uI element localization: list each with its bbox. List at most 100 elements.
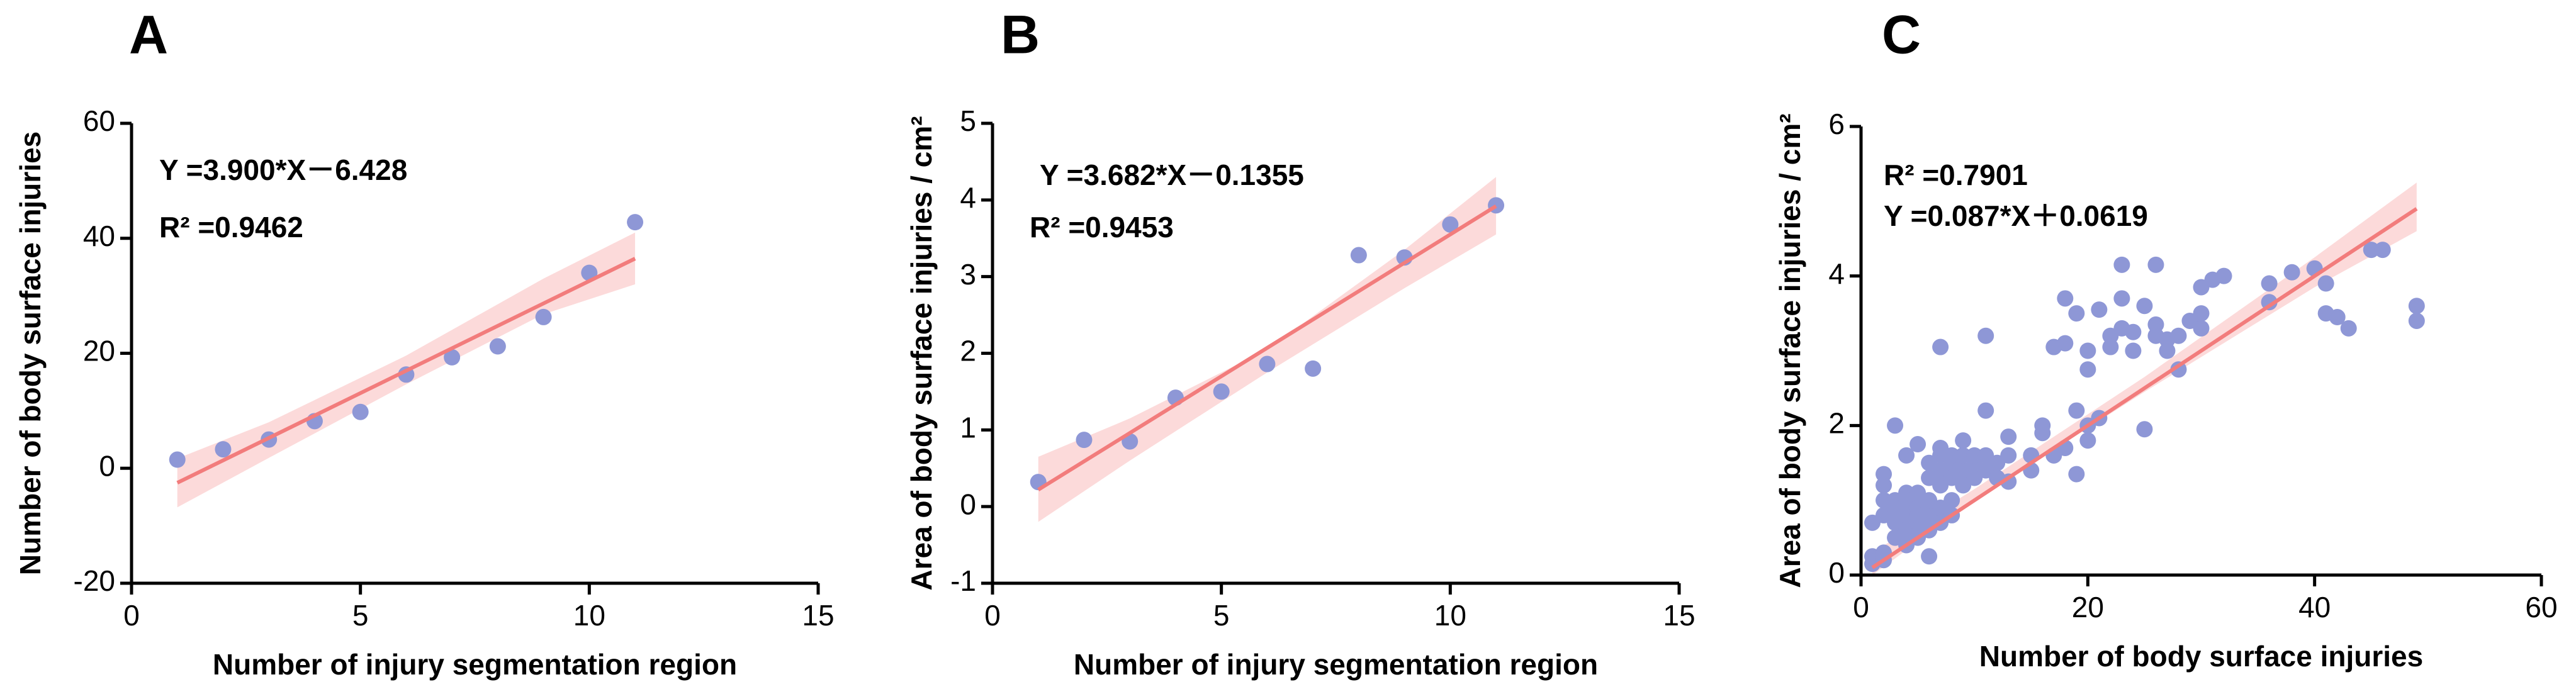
annotation: R² =0.7901 xyxy=(1884,159,2028,191)
data-point xyxy=(535,308,552,325)
y-tick-label: 5 xyxy=(960,104,976,137)
data-point xyxy=(1898,447,1915,464)
panel-label: A xyxy=(129,5,168,65)
data-point xyxy=(2000,447,2017,464)
x-tick-label: 40 xyxy=(2298,591,2331,624)
y-tick-label: 20 xyxy=(83,335,115,367)
y-tick-label: 4 xyxy=(960,181,976,214)
data-point xyxy=(2159,342,2176,359)
x-tick-label: 5 xyxy=(1213,599,1230,632)
x-tick-label: 15 xyxy=(1663,599,1695,632)
data-point xyxy=(1977,402,1994,419)
x-axis-title: Number of body surface injuries xyxy=(1979,640,2423,673)
annotation: Y =3.900*X－6.428 xyxy=(159,154,407,186)
data-point xyxy=(2034,417,2051,434)
data-point xyxy=(1876,477,1893,494)
data-point xyxy=(1305,360,1322,377)
data-point xyxy=(2113,256,2130,273)
data-point xyxy=(1943,447,1960,464)
data-point xyxy=(2340,320,2357,337)
y-tick-label: 2 xyxy=(960,335,976,367)
data-point xyxy=(169,451,186,468)
data-point xyxy=(2193,320,2210,337)
data-point xyxy=(1966,447,1983,464)
data-point xyxy=(2057,290,2074,307)
annotation: R² =0.9462 xyxy=(159,211,303,243)
x-tick-label: 0 xyxy=(984,599,1001,632)
x-tick-label: 15 xyxy=(802,599,834,632)
data-point xyxy=(2000,473,2017,490)
x-axis-title: Number of injury segmentation region xyxy=(213,648,737,681)
data-point xyxy=(2125,323,2142,340)
data-point xyxy=(2057,335,2074,352)
data-point xyxy=(1898,484,1915,501)
y-tick-label: 0 xyxy=(960,488,976,520)
data-point xyxy=(1876,466,1893,483)
data-point xyxy=(627,214,644,231)
x-tick-label: 10 xyxy=(1434,599,1466,632)
data-point xyxy=(2079,342,2096,359)
annotation: R² =0.9453 xyxy=(1030,211,1174,243)
data-point xyxy=(2068,305,2085,322)
annotation: Y =3.682*X－0.1355 xyxy=(1040,159,1304,191)
x-tick-label: 5 xyxy=(352,599,369,632)
y-tick-label: -20 xyxy=(74,564,115,597)
fit-line xyxy=(1871,207,2418,569)
data-point xyxy=(2136,298,2153,315)
y-tick-label: 60 xyxy=(83,104,115,137)
data-point xyxy=(1910,436,1926,453)
data-point xyxy=(2147,256,2164,273)
data-point xyxy=(2147,316,2164,333)
data-point xyxy=(1977,327,1994,344)
data-point xyxy=(444,349,461,366)
confidence-band xyxy=(1038,177,1497,522)
data-point xyxy=(2068,466,2085,483)
data-point xyxy=(352,403,369,420)
data-point xyxy=(2261,275,2278,292)
data-point xyxy=(215,441,232,458)
y-tick-label: 3 xyxy=(960,258,976,291)
data-point xyxy=(1910,506,1926,523)
data-point xyxy=(1213,383,1230,400)
data-point xyxy=(1887,417,1904,434)
panel-label: B xyxy=(1001,5,1040,65)
data-point xyxy=(1943,492,1960,509)
data-point xyxy=(1887,506,1904,523)
data-point xyxy=(581,264,598,281)
data-point xyxy=(2000,428,2017,445)
data-point xyxy=(2193,305,2210,322)
x-tick-label: 20 xyxy=(2072,591,2104,624)
x-tick-label: 0 xyxy=(1853,591,1869,624)
y-axis-title: Area of body surface injuries / cm² xyxy=(1774,113,1806,588)
data-point xyxy=(1921,548,1938,565)
y-tick-label: 4 xyxy=(1828,257,1845,290)
x-tick-label: 0 xyxy=(123,599,140,632)
data-point xyxy=(1076,432,1093,449)
data-point xyxy=(2374,242,2391,259)
data-point xyxy=(2125,342,2142,359)
fit-line xyxy=(1037,204,1497,491)
data-point xyxy=(2261,294,2278,311)
y-tick-label: 6 xyxy=(1828,108,1845,140)
y-tick-label: 0 xyxy=(99,449,115,482)
data-point xyxy=(2068,402,2085,419)
x-tick-label: 60 xyxy=(2525,591,2557,624)
data-point xyxy=(1350,247,1367,264)
panel-label: C xyxy=(1882,5,1921,65)
data-point xyxy=(2091,301,2108,318)
data-point xyxy=(2079,361,2096,378)
data-point xyxy=(2170,361,2187,378)
data-point xyxy=(2283,264,2300,281)
data-point xyxy=(1955,432,1972,449)
annotation: Y =0.087*X＋0.0619 xyxy=(1884,199,2148,232)
x-axis-title: Number of injury segmentation region xyxy=(1074,648,1598,681)
data-point xyxy=(1259,355,1276,372)
data-point xyxy=(1932,338,1949,355)
data-point xyxy=(489,338,506,355)
y-axis-title: Area of body surface injuries / cm² xyxy=(905,116,938,590)
y-axis-title: Number of body surface injuries xyxy=(14,131,47,575)
data-point xyxy=(2113,290,2130,307)
fit-line xyxy=(176,257,636,485)
data-point xyxy=(1442,216,1459,233)
